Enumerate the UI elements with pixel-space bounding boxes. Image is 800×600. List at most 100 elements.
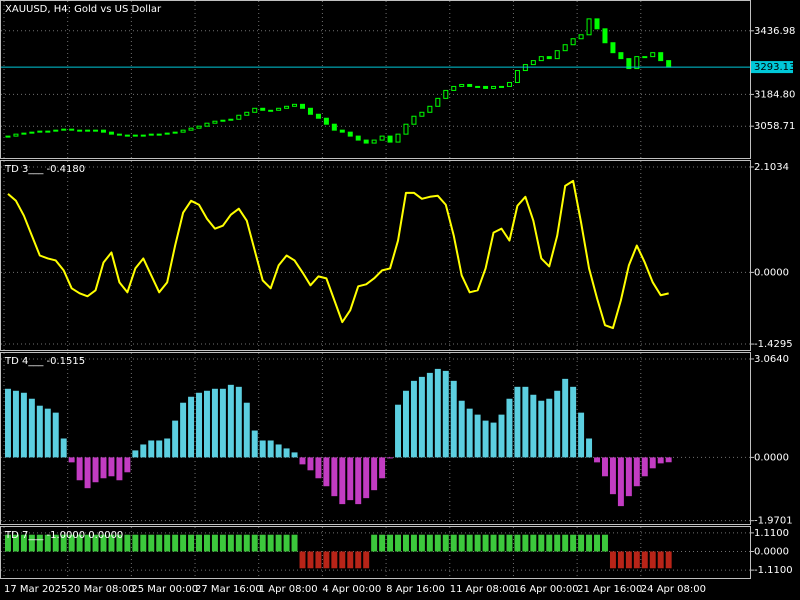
candle — [618, 52, 624, 60]
histogram-bar — [20, 534, 27, 552]
last-price-label: 3293.13 — [754, 62, 795, 73]
candle — [268, 109, 274, 112]
candle — [108, 131, 114, 135]
x-tick-label: 21 Apr 16:00 — [577, 584, 642, 595]
histogram-bar — [426, 372, 433, 458]
candle — [116, 133, 122, 136]
histogram-bar — [267, 440, 274, 458]
histogram-bar — [44, 534, 51, 552]
histogram-bar — [315, 457, 322, 479]
histogram-bar — [204, 534, 210, 552]
candle — [13, 133, 19, 137]
histogram-bar — [219, 534, 226, 552]
histogram-bar — [594, 457, 600, 463]
histogram-bar — [12, 534, 19, 552]
candle — [530, 60, 536, 66]
histogram-bar — [665, 457, 672, 463]
histogram-bar — [5, 534, 11, 552]
y-tick-label: 0.0000 — [754, 546, 789, 557]
candle — [228, 118, 234, 121]
histogram-bar — [180, 402, 187, 458]
candle — [347, 131, 353, 137]
candle — [379, 135, 385, 141]
histogram-bar — [347, 551, 354, 569]
histogram-bar — [450, 380, 457, 458]
histogram-bar — [458, 534, 465, 552]
histogram-bar — [474, 534, 481, 552]
y-tick-label: -1.4295 — [754, 339, 793, 350]
histogram-bar — [291, 534, 298, 552]
histogram-bar — [52, 534, 59, 552]
histogram-bar — [609, 551, 616, 569]
histogram-bar — [307, 457, 314, 471]
candle — [244, 111, 250, 116]
pane-frame — [0, 160, 751, 351]
histogram-bar — [498, 414, 505, 458]
histogram-bar — [410, 380, 417, 458]
histogram-bar — [84, 457, 91, 489]
candle — [53, 129, 59, 132]
y-tick-label: -1.1100 — [754, 565, 793, 576]
histogram-bar — [84, 534, 91, 552]
histogram-bar — [251, 534, 258, 552]
histogram-bar — [546, 534, 553, 552]
x-tick-label: 17 Mar 2025 — [4, 584, 67, 595]
histogram-bar — [275, 534, 282, 552]
histogram-bar — [211, 388, 218, 458]
candle — [475, 85, 481, 88]
x-tick-label: 11 Apr 08:00 — [450, 584, 515, 595]
histogram-bar — [641, 457, 648, 477]
histogram-bar — [450, 534, 457, 552]
histogram-bar — [538, 534, 545, 552]
grid-layer — [1, 1, 750, 578]
candle — [315, 113, 321, 119]
histogram-bar — [482, 534, 489, 552]
histogram-bar — [227, 384, 234, 458]
histogram-bar — [554, 534, 561, 552]
histogram-bar — [331, 551, 338, 569]
y-tick-label: 2.1034 — [754, 162, 789, 173]
histogram-bar — [570, 386, 577, 458]
candle — [634, 56, 640, 70]
x-tick-label: 8 Apr 16:00 — [386, 584, 445, 595]
candle — [602, 28, 608, 44]
histogram-bar — [570, 534, 577, 552]
histogram-bar — [12, 390, 19, 458]
candle — [626, 58, 632, 70]
y-tick-label: 3058.71 — [754, 121, 795, 132]
histogram-bar — [395, 404, 401, 458]
candle — [355, 135, 361, 141]
x-tick-label: 16 Apr 00:00 — [513, 584, 578, 595]
candle — [443, 89, 449, 99]
histogram-bar — [633, 457, 640, 487]
histogram-bar — [625, 457, 632, 497]
histogram-bar — [514, 534, 521, 552]
candle — [5, 135, 11, 138]
candle — [483, 85, 489, 89]
candle — [132, 134, 138, 137]
histogram-bar — [299, 551, 306, 569]
candle — [506, 81, 512, 87]
candle — [642, 56, 648, 59]
histogram-bar — [108, 534, 115, 552]
histogram-bar — [164, 534, 171, 552]
histogram-bar — [188, 396, 195, 458]
histogram-bar — [331, 457, 338, 497]
histogram-bar — [20, 392, 27, 458]
histogram-bar — [379, 457, 386, 479]
histogram-bar — [211, 534, 218, 552]
histogram-bar — [355, 457, 362, 505]
histogram-bar — [586, 438, 593, 458]
histogram-bar — [251, 430, 258, 458]
candle — [570, 38, 576, 46]
histogram-bar — [554, 390, 561, 458]
x-tick-label: 24 Apr 08:00 — [641, 584, 706, 595]
histogram-bar — [649, 457, 656, 469]
histogram-bar — [275, 444, 282, 458]
histogram-bar — [227, 534, 234, 552]
histogram-bar — [307, 551, 314, 569]
y-tick-label: 0.0000 — [754, 267, 789, 278]
candle — [252, 107, 258, 113]
histogram-bar — [116, 534, 123, 552]
